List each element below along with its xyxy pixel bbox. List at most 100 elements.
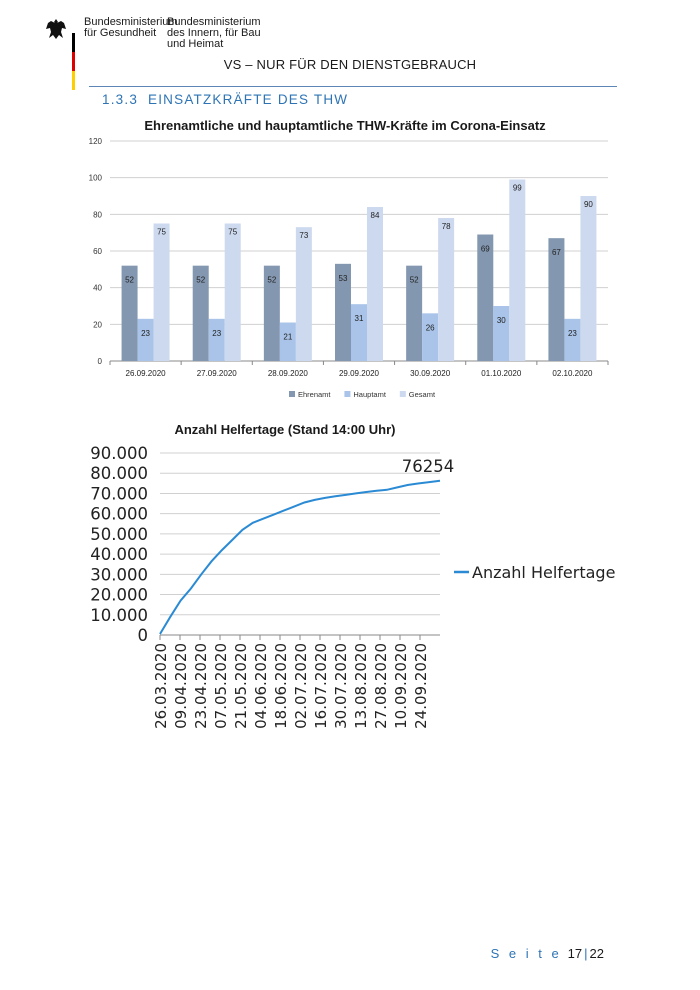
bar-ehrenamt [335, 263, 351, 361]
x-tick-label: 27.09.2020 [197, 369, 238, 378]
bar-data-label: 90 [584, 200, 593, 209]
x-tick-label: 24.09.2020 [412, 643, 430, 729]
y-tick-label: 50.000 [90, 525, 148, 544]
legend-swatch [289, 391, 295, 397]
government-logo: Bundesministerium für Gesundheit Bundesm… [44, 17, 304, 90]
bar-gesamt [153, 223, 170, 361]
bar-data-label: 75 [157, 228, 166, 237]
series-line-helfertage [159, 479, 441, 635]
bar-hauptamt [137, 318, 154, 361]
bar-hauptamt [493, 306, 510, 361]
ministry-health-line2: für Gesundheit [84, 27, 157, 39]
x-tick-label: 01.10.2020 [481, 369, 522, 378]
legend-swatch [344, 391, 351, 397]
x-tick-label: 04.06.2020 [252, 643, 270, 729]
y-tick-label: 0 [138, 626, 149, 645]
bar-hauptamt [208, 318, 225, 361]
x-tick-label: 21.05.2020 [232, 643, 250, 729]
ministry-interior-line2: des Innern, für Bau [167, 27, 261, 39]
bar-data-label: 52 [410, 276, 419, 285]
ministry-health-name: Bundesministerium für Gesundheit [84, 17, 178, 39]
page-number: 17 [567, 946, 583, 961]
ministry-interior-name: Bundesministerium des Innern, für Bau un… [167, 17, 261, 50]
bar-data-label: 30 [497, 316, 506, 325]
bar-gesamt [509, 179, 526, 361]
x-tick-label: 07.05.2020 [212, 643, 230, 729]
bar-data-label: 53 [339, 274, 348, 283]
x-tick-label: 18.06.2020 [272, 643, 290, 729]
bar-data-label: 21 [283, 333, 292, 342]
bar-gesamt [295, 227, 312, 361]
bar-ehrenamt [548, 238, 565, 361]
x-tick-label: 23.04.2020 [192, 643, 210, 729]
bar-hauptamt [564, 318, 581, 361]
x-tick-label: 28.09.2020 [268, 369, 309, 378]
x-tick-label: 26.09.2020 [126, 369, 167, 378]
bar-data-label: 23 [568, 329, 577, 338]
y-tick-label: 80 [93, 210, 102, 219]
page-separator: | [584, 946, 588, 961]
y-tick-label: 20.000 [90, 586, 148, 605]
y-tick-label: 120 [89, 137, 103, 146]
y-tick-label: 90.000 [90, 444, 148, 463]
page-total: 22 [589, 946, 604, 961]
x-tick-label: 27.08.2020 [372, 643, 390, 729]
x-tick-label: 26.03.2020 [152, 643, 170, 729]
x-tick-label: 30.09.2020 [410, 369, 451, 378]
x-tick-label: 29.09.2020 [339, 369, 380, 378]
ministry-interior-line1: Bundesministerium [167, 16, 261, 28]
section-title: EINSATZKRÄFTE DES THW [148, 92, 349, 107]
y-tick-label: 0 [98, 357, 103, 366]
x-tick-label: 16.07.2020 [312, 643, 330, 729]
bar-data-label: 23 [141, 329, 150, 338]
bar-data-label: 23 [212, 329, 221, 338]
bar-hauptamt [351, 304, 367, 361]
bar-ehrenamt [263, 265, 280, 361]
x-tick-label: 13.08.2020 [352, 643, 370, 729]
end-data-label: 76254 [402, 457, 455, 476]
section-heading: 1.3.3 EINSATZKRÄFTE DES THW [102, 92, 348, 107]
bar-gesamt [367, 207, 383, 361]
legend-label: Hauptamt [353, 390, 386, 399]
y-tick-label: 40 [93, 284, 102, 293]
bar-data-label: 26 [426, 323, 435, 332]
x-tick-label: 09.04.2020 [172, 643, 190, 729]
y-tick-label: 40.000 [90, 545, 148, 564]
header-divider [89, 86, 617, 87]
ministry-interior-line3: und Heimat [167, 38, 224, 50]
x-tick-label: 02.10.2020 [552, 369, 593, 378]
legend-swatch [399, 391, 406, 397]
line-chart: Anzahl Helfertage (Stand 14:00 Uhr) 0 10.0… [90, 422, 615, 729]
y-tick-label: 100 [89, 174, 103, 183]
page-footer: S e i t e 17 | 22 [491, 946, 604, 961]
bar-data-label: 99 [513, 184, 522, 193]
x-tick-label: 30.07.2020 [332, 643, 350, 729]
bar-data-label: 73 [299, 231, 308, 240]
x-tick-label: 10.09.2020 [392, 643, 410, 729]
bar-data-label: 67 [552, 248, 561, 257]
bar-ehrenamt [406, 265, 423, 361]
x-tick-label: 02.07.2020 [292, 643, 310, 729]
bar-hauptamt [422, 313, 439, 361]
chart-title: Anzahl Helfertage (Stand 14:00 Uhr) [174, 422, 395, 437]
y-tick-label: 60 [93, 247, 102, 256]
bar-ehrenamt [121, 265, 138, 361]
classification-label: VS – NUR FÜR DEN DIENSTGEBRAUCH [223, 57, 477, 72]
bar-data-label: 52 [196, 276, 205, 285]
bar-ehrenamt [477, 234, 494, 361]
y-tick-label: 20 [93, 320, 102, 329]
legend-label: Ehrenamt [298, 390, 331, 399]
bar-gesamt [580, 196, 597, 361]
y-tick-label: 80.000 [90, 464, 148, 483]
y-tick-label: 70.000 [90, 484, 148, 503]
chart-title: Ehrenamtliche und hauptamtliche THW-Kräf… [144, 118, 546, 133]
legend-label: Gesamt [409, 390, 436, 399]
bar-data-label: 75 [228, 228, 237, 237]
bar-data-label: 84 [371, 211, 380, 220]
bar-hauptamt [279, 322, 296, 361]
section-number: 1.3.3 [102, 92, 139, 107]
y-tick-label: 60.000 [90, 505, 148, 524]
bar-gesamt [224, 223, 241, 361]
page-label: S e i t e [490, 946, 562, 961]
bar-chart: Ehrenamtliche und hauptamtliche THW-Kräf… [89, 118, 609, 399]
